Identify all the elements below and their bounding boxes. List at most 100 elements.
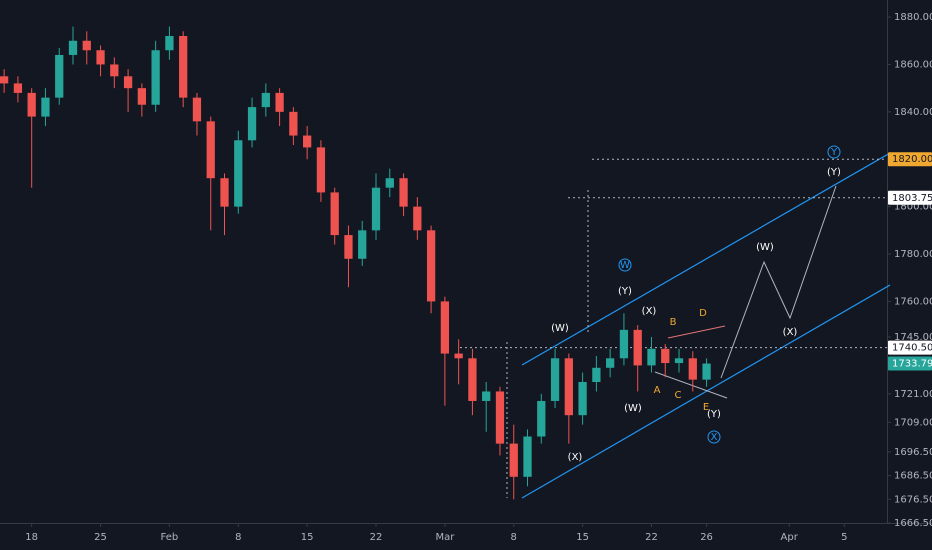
x-tick-label: 8	[235, 532, 241, 543]
y-tick-label: 1840.00	[894, 107, 932, 118]
x-tick-label: Mar	[435, 532, 455, 543]
candle-body	[179, 36, 188, 98]
candle-body	[41, 97, 50, 117]
candle-body	[592, 367, 601, 383]
candle-body	[619, 329, 629, 359]
candle-body	[482, 391, 491, 401]
y-tick-label: 1760.00	[894, 296, 932, 307]
wave-circle	[827, 145, 841, 159]
candle-body	[234, 140, 243, 207]
candle-body	[192, 97, 202, 122]
candle-body	[261, 92, 270, 108]
y-tick-label: 1666.50	[894, 518, 932, 529]
candle-body	[674, 358, 684, 364]
candle-body	[27, 92, 36, 117]
drawings: (W) (X) (Y) (W) (X) (Y) A B C D E (W) (X) (Y) W X Y	[460, 145, 891, 499]
candle-body	[564, 358, 573, 416]
candle-body	[413, 206, 422, 231]
candle-body	[661, 348, 670, 364]
candle-body	[96, 50, 105, 65]
wave-label: (Y)	[827, 167, 841, 178]
wave-circle	[618, 258, 632, 272]
x-tick-label: Apr	[781, 532, 799, 543]
price-tag-label: 1820.00	[892, 154, 932, 165]
candle-body	[68, 40, 78, 55]
triangle-line	[667, 325, 726, 339]
wave-label: (Y)	[618, 286, 632, 297]
x-tick-label: 22	[370, 532, 383, 543]
candle-body	[606, 358, 615, 368]
x-tick-label: 5	[841, 532, 847, 543]
wave-label: A	[654, 385, 661, 396]
price-tag	[888, 356, 932, 371]
candle-body	[647, 348, 656, 366]
triangle-line	[654, 371, 728, 399]
candle-body	[82, 40, 91, 51]
candle-body	[165, 36, 174, 51]
candle-body	[578, 382, 587, 416]
x-tick-label: 15	[576, 532, 589, 543]
candle-body	[110, 64, 119, 77]
wave-label: E	[703, 402, 709, 413]
candle-body	[633, 329, 642, 366]
candle-body	[137, 88, 146, 105]
wave-label: (W)	[624, 403, 642, 414]
candle-body	[330, 192, 339, 236]
wave-label: D	[699, 308, 707, 319]
wave-label: B	[670, 317, 677, 328]
candle-body	[55, 54, 64, 98]
wave-label: X	[711, 432, 718, 443]
candle-body	[344, 235, 353, 259]
wave-label: W	[620, 260, 630, 271]
candle-body	[247, 107, 257, 141]
wave-label: (X)	[783, 327, 798, 338]
y-tick-label: 1880.00	[894, 12, 932, 23]
projection-path	[720, 185, 837, 379]
price-tag-label: 1733.79	[892, 359, 932, 370]
candle-body	[495, 391, 505, 444]
candle-body	[702, 363, 711, 380]
price-tag	[888, 340, 932, 355]
y-tick-label: 1686.50	[894, 471, 932, 482]
price-tag-label: 1740.50	[892, 343, 932, 354]
channel-upper	[521, 152, 891, 366]
wave-label: (X)	[642, 306, 657, 317]
wave-label: (Y)	[707, 409, 721, 420]
candle-body	[385, 178, 394, 188]
candle-body	[509, 443, 518, 477]
candle-body	[151, 50, 160, 105]
candle-body	[123, 76, 133, 89]
candle-body	[550, 358, 560, 401]
candle-body	[523, 436, 532, 477]
price-tag-label: 1803.75	[892, 193, 932, 204]
channel-lower	[521, 284, 891, 499]
candle-body	[289, 111, 298, 136]
candle-body	[440, 301, 450, 354]
wave-label: Y	[830, 147, 838, 158]
candle-body	[468, 358, 477, 401]
candle-body	[688, 358, 697, 380]
y-tick-label: 1696.50	[894, 447, 932, 458]
wave-label: (W)	[551, 323, 569, 334]
y-tick-label: 1800.00	[894, 202, 932, 213]
candle-body	[0, 76, 9, 84]
candle-body	[275, 92, 284, 112]
x-tick-label: 18	[25, 532, 38, 543]
x-tick-label: 25	[94, 532, 107, 543]
candle-body	[358, 230, 367, 259]
wave-label: (W)	[756, 242, 774, 253]
wave-label: C	[675, 390, 682, 401]
y-tick-label: 1721.00	[894, 389, 932, 400]
candle-body	[316, 147, 326, 193]
y-tick-label: 1676.50	[894, 494, 932, 505]
candle-body	[13, 83, 23, 93]
price-tag	[888, 152, 932, 167]
x-tick-label: Feb	[161, 532, 179, 543]
candle-body	[206, 121, 215, 179]
x-tick-label: 15	[301, 532, 314, 543]
candle-body	[426, 230, 436, 302]
candle-body	[454, 353, 463, 359]
y-tick-label: 1709.00	[894, 417, 932, 428]
